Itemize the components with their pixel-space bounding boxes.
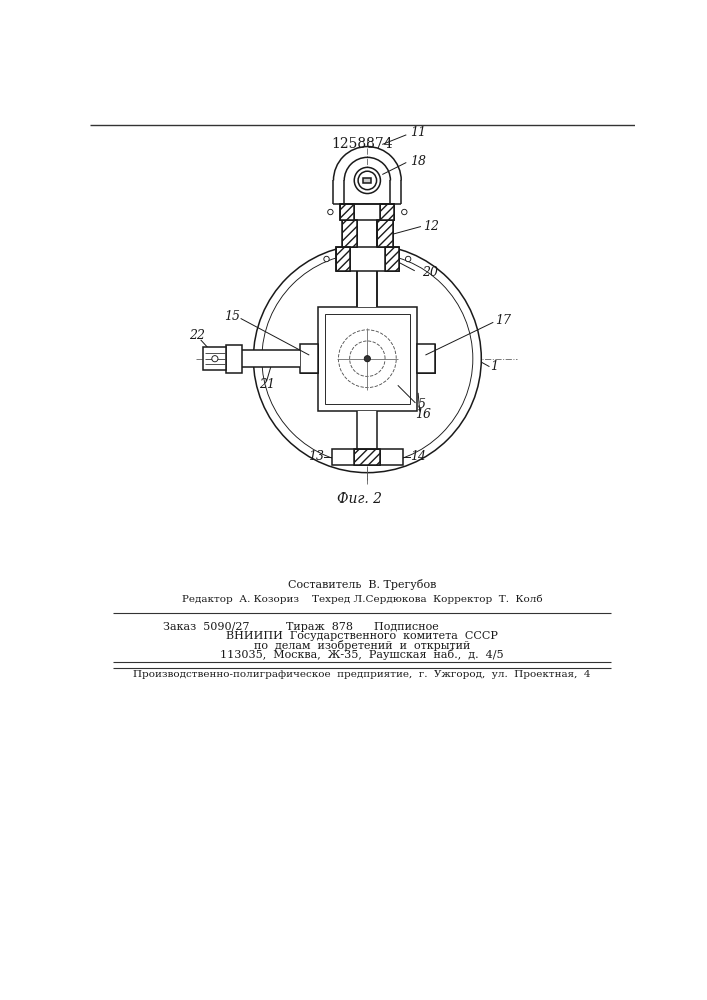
Text: Производственно-полиграфическое  предприятие,  г.  Ужгород,  ул.  Проектная,  4: Производственно-полиграфическое предприя… — [133, 670, 591, 679]
Bar — [340, 204, 354, 220]
Text: Редактор  А. Козориз    Техред Л.Сердюкова  Корректор  Т.  Колб: Редактор А. Козориз Техред Л.Сердюкова К… — [182, 594, 542, 604]
Bar — [357, 411, 378, 449]
Bar — [363, 178, 371, 183]
Bar — [332, 449, 403, 465]
Text: 12: 12 — [423, 220, 439, 233]
Circle shape — [354, 167, 380, 194]
Bar — [342, 220, 357, 247]
Bar — [416, 344, 435, 373]
Bar — [380, 204, 395, 220]
Text: 1258874: 1258874 — [331, 137, 393, 151]
Bar — [357, 218, 378, 307]
Bar — [336, 247, 350, 271]
Text: 1: 1 — [491, 360, 498, 373]
Bar — [342, 220, 357, 247]
Text: 21: 21 — [259, 378, 275, 391]
Text: 14: 14 — [410, 450, 426, 463]
Circle shape — [212, 356, 218, 362]
Text: 13: 13 — [308, 450, 325, 463]
Bar — [354, 449, 380, 465]
Text: Составитель  В. Трегубов: Составитель В. Трегубов — [288, 579, 436, 590]
Bar — [378, 220, 393, 247]
Bar — [385, 247, 399, 271]
Bar — [385, 247, 399, 271]
Bar — [325, 314, 409, 404]
Circle shape — [364, 356, 370, 362]
Text: Тираж  878      Подписное: Тираж 878 Подписное — [286, 622, 438, 632]
Text: ВНИИПИ  Государственного  комитета  СССР: ВНИИПИ Государственного комитета СССР — [226, 631, 498, 641]
Text: 18: 18 — [409, 155, 426, 168]
Circle shape — [358, 171, 377, 190]
Text: 22: 22 — [189, 329, 205, 342]
Circle shape — [262, 253, 473, 464]
Circle shape — [253, 245, 481, 473]
Bar — [336, 247, 399, 271]
Bar — [380, 204, 395, 220]
Bar — [340, 204, 354, 220]
Text: 113035,  Москва,  Ж-35,  Раушская  наб.,  д.  4/5: 113035, Москва, Ж-35, Раушская наб., д. … — [220, 649, 504, 660]
Bar — [300, 344, 318, 373]
Text: 17: 17 — [495, 314, 511, 327]
Bar — [340, 204, 395, 220]
Bar — [354, 449, 380, 465]
Bar — [318, 307, 416, 411]
Text: 16: 16 — [415, 408, 431, 421]
Text: Заказ  5090/27: Заказ 5090/27 — [163, 622, 250, 632]
Circle shape — [327, 209, 333, 215]
Text: 11: 11 — [409, 126, 426, 139]
Text: 20: 20 — [422, 266, 438, 279]
Bar — [416, 344, 435, 373]
Text: по  делам  изобретений  и  открытий: по делам изобретений и открытий — [254, 640, 470, 651]
Bar — [226, 345, 242, 373]
Bar — [378, 220, 393, 247]
Circle shape — [405, 256, 411, 262]
Text: Фиг. 2: Фиг. 2 — [337, 492, 382, 506]
Bar — [242, 350, 300, 367]
Bar — [336, 247, 350, 271]
Bar — [300, 344, 318, 373]
Text: 5: 5 — [417, 398, 426, 411]
Circle shape — [324, 256, 329, 262]
Text: 15: 15 — [224, 310, 240, 323]
Circle shape — [402, 209, 407, 215]
Bar — [204, 347, 226, 370]
Bar — [344, 180, 390, 204]
